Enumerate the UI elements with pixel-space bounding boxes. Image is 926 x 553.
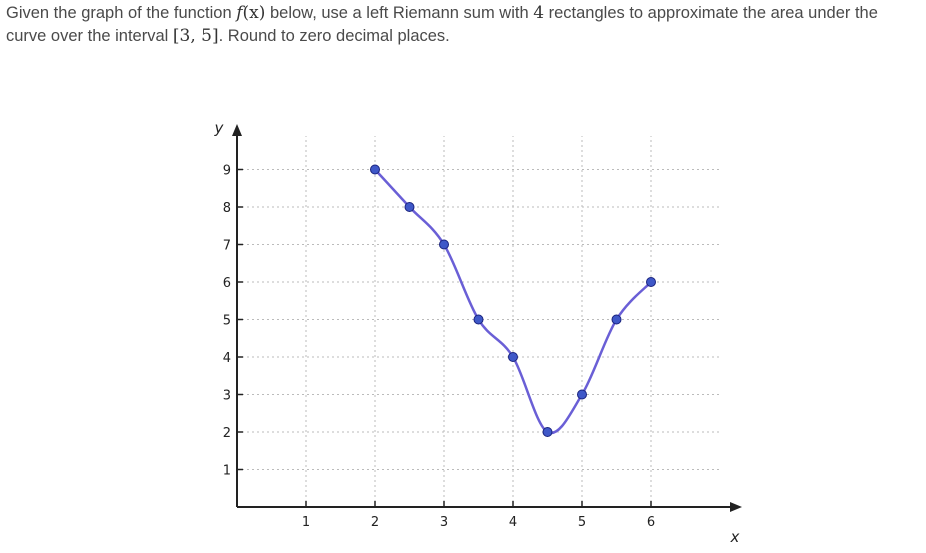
data-point [404,202,415,212]
x-axis-label: x [730,528,740,546]
y-tick-label: 7 [223,239,231,254]
question-text: Given the graph of the function f(x) bel… [6,2,918,48]
y-tick-label: 5 [223,314,231,329]
y-tick-label: 6 [223,276,231,291]
data-point [439,239,449,250]
data-point [611,314,622,325]
y-axis-arrow [232,124,242,136]
y-tick-label: 1 [223,464,231,479]
x-tick-label: 5 [578,515,586,530]
data-point [577,389,587,400]
question-part3: rectangles to approximate the area under… [6,4,878,45]
function-argument: (x) [242,3,266,23]
function-notation: f(x) [236,3,265,23]
function-name: f [236,3,243,23]
rectangle-count: 4 [533,3,545,23]
x-tick-label: 2 [371,515,379,530]
x-tick-label: 3 [440,515,448,530]
y-tick-label: 9 [223,164,231,179]
y-tick-label: 8 [223,201,231,216]
grid-lines [237,136,722,507]
data-point [473,314,484,325]
data-point [370,164,380,175]
question-part1: Given the graph of the function [6,4,237,22]
x-tick-label: 1 [302,515,310,530]
y-tick-label: 2 [223,426,231,441]
data-point [542,427,553,437]
question-part4: . Round to zero decimal places. [218,27,450,45]
data-point [646,277,656,287]
interval: [3, 5] [172,26,219,46]
axes [232,124,742,512]
x-tick-label: 6 [647,515,655,530]
x-tick-label: 4 [509,515,517,530]
data-points [370,164,656,437]
y-tick-label: 3 [223,389,231,404]
question-part2: below, use a left Riemann sum with [265,4,534,22]
tick-labels: 1 2 3 4 5 6 1 2 3 4 5 6 7 8 9 x y [214,119,740,546]
data-point [508,352,518,362]
x-axis-arrow [730,502,742,512]
y-tick-label: 4 [223,351,231,366]
y-axis-label: y [214,119,225,137]
